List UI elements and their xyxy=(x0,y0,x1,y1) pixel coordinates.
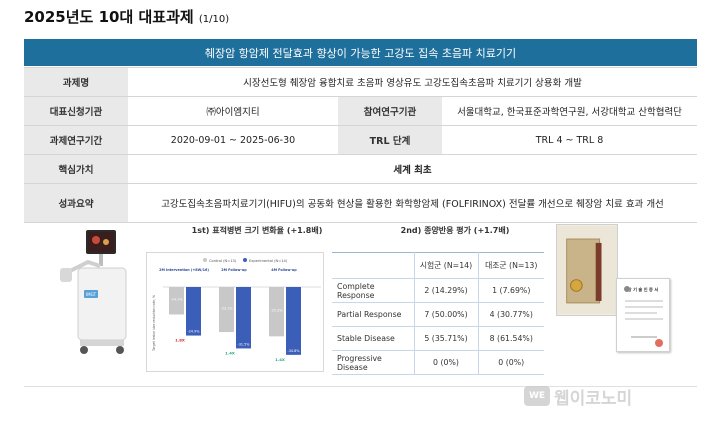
response-test-value: 2 (14.29%) xyxy=(414,278,479,303)
page-title: 2025년도 10대 대표과제 (1/10) xyxy=(24,8,230,26)
legend-experimental-label: Experimental (N=14) xyxy=(249,259,288,263)
data-label-experimental: -24.9% xyxy=(188,330,201,334)
award-plaque-image xyxy=(556,224,618,316)
label-period: 과제연구기간 xyxy=(24,125,128,155)
value-participating-org: 서울대학교, 한국표준과학연구원, 서강대학교 산학협력단 xyxy=(442,96,697,126)
response-row-label: Stable Disease xyxy=(332,326,415,351)
technology-certificate: 상 기 술 인 증 서 xyxy=(616,278,670,352)
row-organizations: 대표신청기관 ㈜아이엠지티 참여연구기관 서울대학교, 한국표준과학연구원, 서… xyxy=(24,96,697,126)
multiplier-label: 1.4X xyxy=(275,357,285,362)
bar-control xyxy=(169,287,184,315)
bar-experimental xyxy=(186,287,201,336)
value-period: 2020-09-01 ~ 2025-06-30 xyxy=(128,125,338,155)
lesion-size-chart: Control (N=13) Experimental (N=14) Target … xyxy=(152,258,321,362)
group-label: 4M Follow-up xyxy=(271,268,297,272)
legend-experimental-swatch xyxy=(243,258,247,262)
label-core-value: 핵심가치 xyxy=(24,154,128,184)
response-row: Partial Response 7 (50.00%) 4 (30.77%) xyxy=(332,302,544,327)
watermark-text: 웹이코노미 xyxy=(554,388,633,409)
hifu-device-image: IMGT xyxy=(60,230,127,354)
chart1-frame: Control (N=13) Experimental (N=14) Target … xyxy=(146,252,324,372)
multiplier-label: 1.8X xyxy=(175,338,185,343)
value-core-value: 세계 최초 xyxy=(128,154,697,184)
multiplier-label: 1.4X xyxy=(225,350,235,355)
row-summary: 성과요약 고강도집속초음파치료기기(HIFU)의 공동화 현상을 활용한 화학항… xyxy=(24,183,697,223)
row-core-value: 핵심가치 세계 최초 xyxy=(24,154,697,184)
certificate-title: 상 기 술 인 증 서 xyxy=(627,287,659,292)
response-row-label: Partial Response xyxy=(332,302,415,327)
row-project-name: 과제명 시장선도형 췌장암 융합치료 초음파 영상유도 고강도집속초음파 치료기… xyxy=(24,67,697,97)
data-label-control: -14.1% xyxy=(171,298,184,302)
data-label-experimental: -34.8% xyxy=(288,349,301,353)
chart2-title: 2nd) 종양반응 평가 (+1.7배) xyxy=(400,226,510,235)
label-summary: 성과요약 xyxy=(24,183,128,223)
group-label: 2M Intervention (+8W/16) xyxy=(159,268,209,272)
response-header-test: 시험군 (N=14) xyxy=(414,252,479,279)
response-test-value: 0 (0%) xyxy=(414,350,479,375)
tumor-response-table: 시험군 (N=14) 대조군 (N=13) Complete Response … xyxy=(332,252,544,375)
y-axis-label: Target lesion size reduction rate, % xyxy=(152,295,156,352)
response-control-value: 0 (0%) xyxy=(478,350,544,375)
response-row-label: Complete Response xyxy=(332,278,415,303)
response-control-value: 8 (61.54%) xyxy=(478,326,544,351)
response-control-value: 4 (30.77%) xyxy=(478,302,544,327)
data-label-control: -25.3% xyxy=(271,309,284,313)
response-row-label: Progressive Disease xyxy=(332,350,415,375)
value-summary: 고강도집속초음파치료기기(HIFU)의 공동화 현상을 활용한 화학항암제 (F… xyxy=(128,183,697,223)
value-trl: TRL 4 ~ TRL 8 xyxy=(442,125,697,155)
data-label-experimental: -31.5% xyxy=(238,342,251,346)
certificate-body-lines xyxy=(624,286,663,347)
response-header-row: 시험군 (N=14) 대조군 (N=13) xyxy=(332,252,544,279)
response-control-value: 1 (7.69%) xyxy=(478,278,544,303)
response-row: Complete Response 2 (14.29%) 1 (7.69%) xyxy=(332,278,544,303)
response-header-control: 대조군 (N=13) xyxy=(478,252,544,279)
project-info-table: 과제명 시장선도형 췌장암 융합치료 초음파 영상유도 고강도집속초음파 치료기… xyxy=(24,67,697,223)
value-lead-org: ㈜아이엠지티 xyxy=(128,96,338,126)
row-period: 과제연구기간 2020-09-01 ~ 2025-06-30 TRL 단계 TR… xyxy=(24,125,697,155)
response-test-value: 7 (50.00%) xyxy=(414,302,479,327)
legend-control-swatch xyxy=(203,258,207,262)
response-header-empty xyxy=(332,252,415,279)
bar-control xyxy=(219,287,234,333)
bar-experimental xyxy=(236,287,251,349)
bar-control xyxy=(269,287,284,337)
device-brand-label: IMGT xyxy=(86,292,97,297)
chart1-title: 1st) 표적병변 크기 변화율 (+1.8배) xyxy=(191,226,323,235)
project-banner: 췌장암 항암제 전달효과 향상이 가능한 고강도 집속 초음파 치료기기 xyxy=(24,39,697,66)
legend-control-label: Control (N=13) xyxy=(209,259,237,263)
response-row: Progressive Disease 0 (0%) 0 (0%) xyxy=(332,350,544,375)
webeconomy-watermark: WE 웹이코노미 xyxy=(524,384,633,409)
label-lead-org: 대표신청기관 xyxy=(24,96,128,126)
we-logo: WE xyxy=(524,386,550,406)
group-label: 2M Follow-up xyxy=(221,268,247,272)
bar-experimental xyxy=(286,287,301,355)
label-participating-org: 참여연구기관 xyxy=(338,96,442,126)
response-row: Stable Disease 5 (35.71%) 8 (61.54%) xyxy=(332,326,544,351)
value-project-name: 시장선도형 췌장암 융합치료 초음파 영상유도 고강도집속초음파 치료기기 상용… xyxy=(128,67,697,97)
label-project-name: 과제명 xyxy=(24,67,128,97)
response-test-value: 5 (35.71%) xyxy=(414,326,479,351)
data-label-control: -23.1% xyxy=(221,307,234,311)
label-trl: TRL 단계 xyxy=(338,125,442,155)
bottom-divider xyxy=(24,386,697,387)
